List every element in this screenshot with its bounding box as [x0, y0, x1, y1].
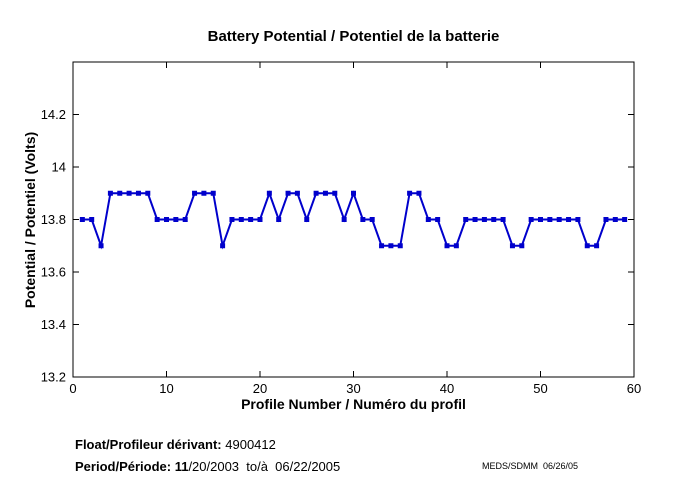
- data-point: [472, 217, 478, 222]
- x-tick-label: 60: [627, 381, 641, 396]
- data-point: [538, 217, 543, 222]
- data-point: [379, 243, 385, 249]
- x-tick-label: 30: [346, 381, 360, 396]
- data-point: [528, 217, 534, 222]
- data-point: [500, 217, 506, 222]
- data-point: [453, 243, 459, 249]
- data-point: [98, 243, 104, 249]
- data-point: [107, 190, 113, 196]
- data-point: [266, 190, 272, 196]
- data-point: [117, 190, 123, 196]
- data-point: [322, 190, 328, 196]
- data-point: [407, 190, 413, 196]
- chart-canvas: 0 10 20 30 40 50 60 13.2 13.4 13.6 13.8 14 14.2: [41, 61, 641, 396]
- y-tick-label: 13.6: [41, 265, 66, 280]
- data-point: [416, 190, 422, 196]
- float-id-value: 4900412: [225, 437, 276, 452]
- data-point: [360, 217, 366, 222]
- y-tick-label: 14.2: [41, 107, 66, 122]
- data-point: [182, 217, 188, 222]
- data-point: [154, 217, 160, 222]
- data-point: [435, 217, 441, 222]
- data-point: [313, 190, 319, 196]
- data-point: [603, 217, 609, 222]
- data-point: [285, 190, 291, 196]
- data-point: [556, 217, 562, 222]
- data-point: [519, 243, 525, 249]
- data-point: [201, 190, 207, 196]
- period-line: Period/Période: 11/20/2003 to/à 06/22/20…: [75, 459, 340, 474]
- data-point: [304, 217, 310, 222]
- data-point: [612, 217, 618, 222]
- data-point: [463, 217, 469, 222]
- data-point: [79, 217, 85, 222]
- data-point: [248, 217, 254, 222]
- x-tick-label: 0: [69, 381, 76, 396]
- data-point: [397, 243, 403, 249]
- x-tick-label: 40: [440, 381, 454, 396]
- data-point: [257, 217, 263, 222]
- chart-title: Battery Potential / Potentiel de la batt…: [207, 28, 500, 45]
- data-point: [369, 217, 375, 222]
- data-point: [481, 217, 487, 222]
- data-point: [547, 217, 553, 222]
- data-point: [566, 217, 572, 222]
- x-tick-label: 10: [159, 381, 173, 396]
- data-point: [220, 243, 226, 249]
- float-id-line: Float/Profileur dérivant: 4900412: [75, 437, 276, 452]
- data-point: [341, 217, 347, 222]
- y-tick-label: 13.2: [41, 370, 66, 385]
- data-point: [509, 243, 515, 249]
- y-axis-label: Potential / Potentiel (Volts): [22, 131, 38, 309]
- data-point: [332, 190, 338, 196]
- data-point: [425, 217, 431, 222]
- x-tick-label: 20: [253, 381, 267, 396]
- data-point: [210, 190, 216, 196]
- data-point: [584, 243, 590, 249]
- data-point: [135, 190, 141, 196]
- y-tick-label: 13.4: [41, 317, 66, 332]
- data-point: [164, 217, 169, 222]
- data-point: [622, 217, 628, 222]
- data-point: [575, 217, 581, 222]
- data-point: [229, 217, 235, 222]
- y-tick-label: 14: [52, 160, 66, 175]
- credit-stamp: MEDS/SDMM 06/26/05: [482, 461, 579, 471]
- data-point: [388, 243, 394, 249]
- data-point: [192, 190, 198, 196]
- x-tick-label: 50: [533, 381, 547, 396]
- data-point: [238, 217, 244, 222]
- period-label: Period/Période: 11: [75, 459, 189, 474]
- data-point: [294, 190, 300, 196]
- data-point: [126, 190, 132, 196]
- y-tick-label: 13.8: [41, 212, 66, 227]
- data-point: [351, 190, 356, 196]
- data-point: [594, 243, 600, 249]
- float-id-label: Float/Profileur dérivant:: [75, 437, 226, 452]
- data-point: [145, 190, 151, 196]
- x-axis-label: Profile Number / Numéro du profil: [241, 396, 466, 412]
- data-point: [491, 217, 497, 222]
- data-point: [444, 243, 450, 249]
- data-point: [276, 217, 282, 222]
- data-point: [173, 217, 179, 222]
- data-line: [82, 190, 625, 250]
- period-value: /20/2003 to/à 06/22/2005: [188, 459, 341, 474]
- data-point: [89, 217, 95, 222]
